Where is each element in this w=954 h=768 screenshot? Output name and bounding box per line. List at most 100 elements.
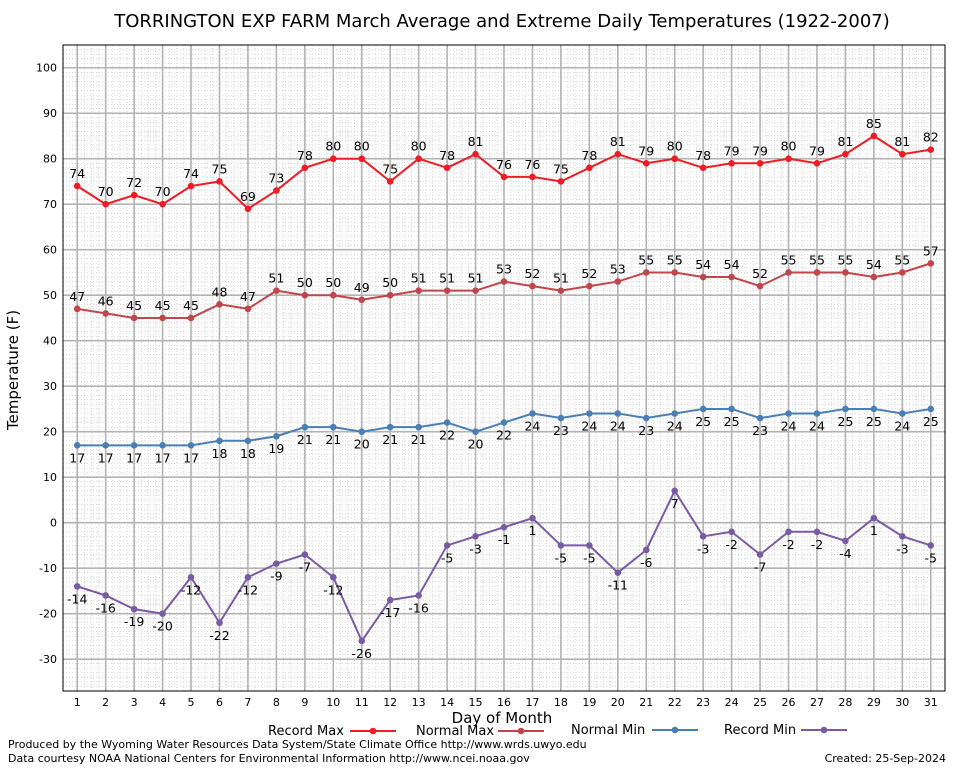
normal-min-point <box>472 428 479 435</box>
y-tick-label: 30 <box>43 380 57 393</box>
record-min-point <box>73 583 81 590</box>
record-max-point <box>614 150 622 158</box>
normal-min-data-label: 17 <box>98 450 114 465</box>
x-tick-label: 31 <box>924 696 938 709</box>
record-min-point <box>472 533 479 540</box>
x-tick-label: 21 <box>639 696 653 709</box>
record-max-point <box>187 182 195 190</box>
footer-created-date: Created: 25-Sep-2024 <box>824 752 946 765</box>
record-min-data-label: -3 <box>469 541 481 556</box>
footer-credit-line-1: Produced by the Wyoming Water Resources … <box>8 738 587 751</box>
normal-min-point <box>386 423 394 431</box>
normal-max-data-label: 48 <box>212 284 228 299</box>
record-min-point <box>699 533 707 540</box>
record-max-data-label: 75 <box>212 161 228 176</box>
normal-min-data-label: 17 <box>183 450 199 465</box>
record-min-data-label: -16 <box>95 600 115 615</box>
normal-min-data-label: 23 <box>752 423 768 438</box>
record-max-point <box>785 155 792 163</box>
normal-max-point <box>756 282 764 290</box>
record-min-data-label: -19 <box>124 614 144 629</box>
normal-max-data-label: 55 <box>667 252 683 267</box>
normal-max-data-label: 55 <box>638 252 654 267</box>
record-max-data-label: 85 <box>866 116 882 131</box>
record-max-point <box>500 173 508 181</box>
record-max-data-label: 74 <box>183 166 199 181</box>
normal-max-data-label: 49 <box>354 280 370 295</box>
normal-min-point <box>187 442 195 449</box>
record-min-data-label: -2 <box>811 537 823 552</box>
record-min-point <box>756 551 764 558</box>
record-max-data-label: 70 <box>155 184 171 199</box>
record-max-point <box>557 178 565 185</box>
normal-max-point <box>187 314 195 322</box>
x-tick-label: 14 <box>440 696 454 709</box>
y-tick-label: 50 <box>43 289 57 302</box>
normal-max-data-label: 50 <box>297 275 313 290</box>
record-max-data-label: 79 <box>809 143 825 158</box>
record-max-data-label: 81 <box>837 134 853 149</box>
record-min-point <box>216 619 223 627</box>
normal-max-point <box>358 296 366 304</box>
y-tick-label: 10 <box>43 471 57 484</box>
x-tick-label: 19 <box>582 696 596 709</box>
x-tick-label: 8 <box>273 696 280 709</box>
record-max-point <box>415 155 422 163</box>
x-tick-label: 23 <box>696 696 710 709</box>
y-tick-label: 40 <box>43 335 57 348</box>
normal-max-data-label: 51 <box>268 271 284 286</box>
record-min-point <box>529 514 536 522</box>
record-max-point <box>756 159 764 167</box>
record-max-data-label: 79 <box>752 143 768 158</box>
normal-max-data-label: 53 <box>610 262 626 277</box>
legend-label-normal-max: Normal Max <box>416 724 494 739</box>
normal-max-point <box>443 287 451 294</box>
record-min-data-label: -3 <box>896 541 908 556</box>
record-min-point <box>329 573 337 581</box>
y-tick-label: 0 <box>50 517 57 530</box>
legend-marker-record-max <box>369 727 377 735</box>
normal-max-point <box>614 278 622 285</box>
record-min-point <box>785 528 792 536</box>
record-min-point <box>159 610 166 617</box>
record-max-point <box>870 132 878 140</box>
normal-min-data-label: 21 <box>411 432 427 447</box>
y-tick-label: 80 <box>43 153 57 166</box>
y-tick-label: 60 <box>43 244 57 257</box>
normal-min-point <box>671 410 679 417</box>
normal-min-point <box>870 405 878 413</box>
record-max-point <box>130 191 138 199</box>
normal-max-data-label: 45 <box>126 298 142 313</box>
normal-max-point <box>273 287 280 294</box>
normal-min-data-label: 20 <box>354 437 370 452</box>
normal-min-point <box>842 405 849 413</box>
x-tick-label: 7 <box>244 696 251 709</box>
normal-min-point <box>216 437 223 445</box>
normal-max-data-label: 51 <box>411 271 427 286</box>
record-min-point <box>443 542 451 549</box>
x-tick-label: 25 <box>753 696 767 709</box>
legend-marker-record-min <box>820 726 828 734</box>
x-tick-label: 12 <box>383 696 397 709</box>
normal-min-series: 17 17 17 17 17 18 18 19 21 21 20 21 21 22 20 22 24 23 24 24… <box>69 405 939 465</box>
x-tick-label: 16 <box>497 696 511 709</box>
record-min-point <box>899 533 906 540</box>
record-min-data-label: -1 <box>498 532 510 547</box>
y-tick-label: -20 <box>39 608 57 621</box>
x-tick-label: 6 <box>216 696 223 709</box>
record-max-data-label: 69 <box>240 189 256 204</box>
record-min-point <box>187 573 195 581</box>
record-max-point <box>586 164 593 172</box>
normal-max-point <box>899 269 906 276</box>
normal-max-data-label: 52 <box>581 266 597 281</box>
y-tick-label: 90 <box>43 107 57 120</box>
normal-min-data-label: 24 <box>667 418 683 433</box>
normal-min-point <box>927 405 935 413</box>
record-max-point <box>273 187 280 194</box>
record-min-point <box>614 569 622 577</box>
normal-min-data-label: 18 <box>212 446 228 461</box>
record-min-data-label: 1 <box>528 523 536 538</box>
record-max-data-label: 76 <box>496 157 512 172</box>
legend-marker-normal-max <box>517 727 525 735</box>
